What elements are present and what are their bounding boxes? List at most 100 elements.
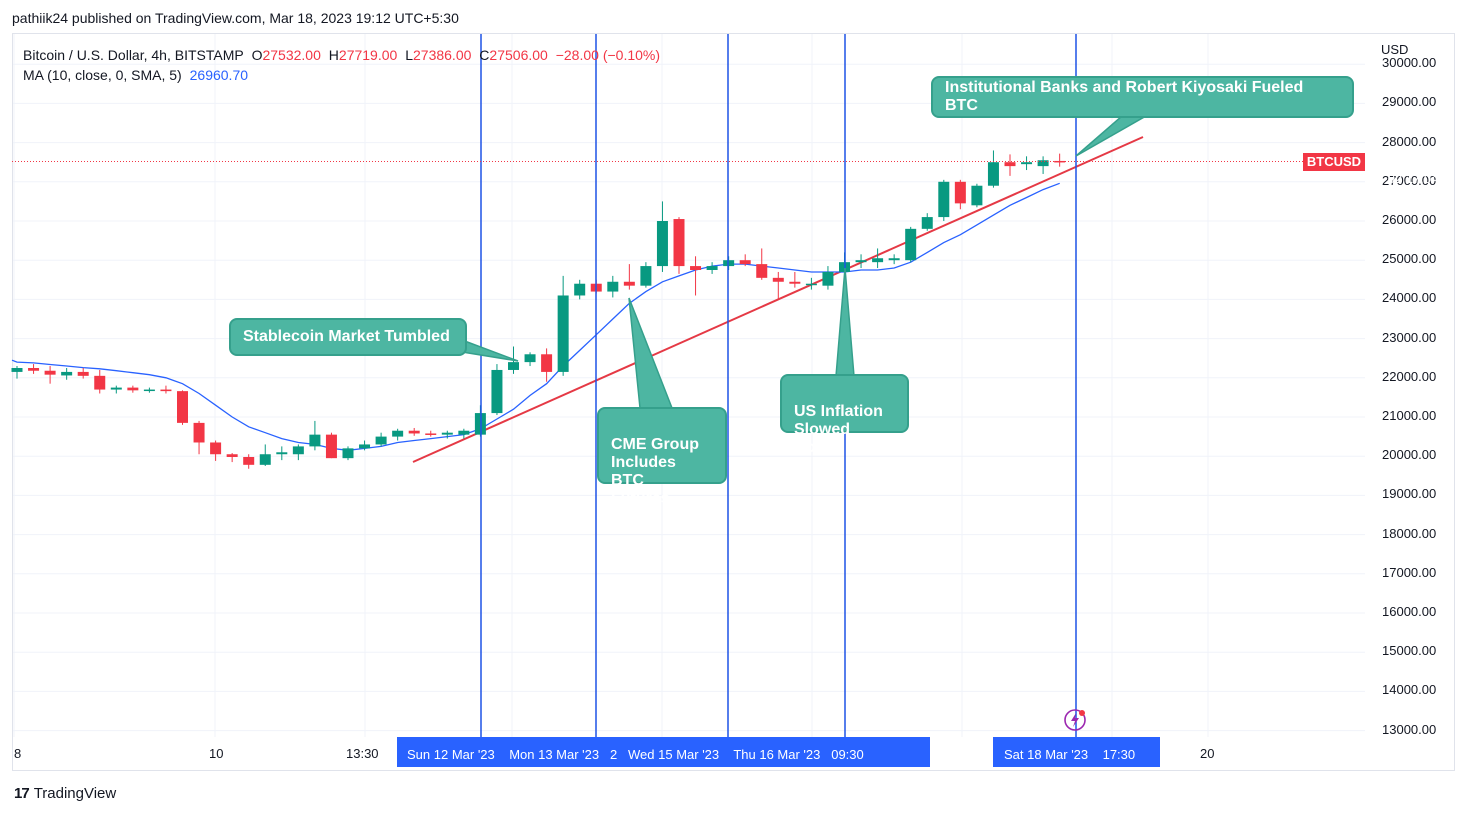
callout-inflation-text: US Inflation Slowed Down	[794, 403, 883, 456]
candle-body-up	[805, 283, 817, 286]
candle-body-down	[193, 422, 205, 443]
candle-body-down	[177, 391, 188, 423]
last-price-value: 27506.00	[1385, 154, 1441, 169]
legend-ma-label: MA (10, close, 0, SMA, 5)	[23, 67, 182, 83]
price-tick-label: 29000.00	[1382, 94, 1437, 110]
price-tick-label: 30000.00	[1382, 55, 1437, 71]
candle-body-down	[772, 277, 784, 282]
candle-body-up	[872, 258, 884, 263]
callout-institutional-text: Institutional Banks and Robert Kiyosaki …	[945, 79, 1304, 114]
time-tick-10: 10	[209, 746, 224, 761]
price-tick-label: 24000.00	[1382, 290, 1437, 306]
time-tick-8: 8	[14, 746, 22, 761]
price-tick-label: 14000.00	[1382, 682, 1437, 698]
price-tick-label: 26000.00	[1382, 212, 1437, 227]
chart-frame	[12, 33, 1455, 771]
callout-cme[interactable]: CME Group Includes BTC Futures	[597, 407, 727, 507]
candle-body-up	[143, 389, 155, 392]
candle-body-up	[607, 281, 619, 292]
currency-label[interactable]: USD	[1381, 42, 1409, 57]
candle-body-up	[706, 266, 718, 270]
time-range-label-right: Sat 18 Mar '23 17:30	[1004, 747, 1136, 762]
candle-body-up	[375, 436, 387, 445]
candle-body-down	[425, 433, 437, 435]
legend-close-value: 27506.00	[489, 47, 548, 63]
candle-body-up	[359, 444, 371, 449]
candle-body-down	[325, 434, 337, 459]
legend-ma-value: 26960.70	[189, 67, 249, 83]
price-tick-label: 19000.00	[1382, 486, 1437, 502]
candle-body-up	[656, 221, 668, 267]
candle-body-up	[11, 368, 23, 372]
candle-body-up	[557, 295, 569, 372]
lightning-icon[interactable]	[1063, 708, 1087, 732]
time-tick-20: 20	[1200, 746, 1215, 761]
price-tick-label: 27000.00	[1382, 172, 1437, 188]
callout-institutional[interactable]: Institutional Banks and Robert Kiyosaki …	[931, 76, 1354, 118]
time-range-highlight-left	[397, 737, 930, 767]
price-tick-label: 17000.00	[1382, 564, 1437, 580]
candle-body-up	[392, 430, 404, 437]
legend-open-label: O	[251, 47, 263, 63]
footer-brand[interactable]: 17 TradingView	[14, 785, 116, 802]
candle-body-down	[739, 260, 751, 265]
candle-body-down	[44, 370, 56, 375]
candle-body-down	[690, 266, 702, 270]
candle-body-up	[574, 283, 586, 296]
candle-body-up	[640, 266, 652, 286]
candle-body-up	[1021, 162, 1033, 165]
candle-body-up	[342, 448, 354, 459]
last-price-symbol: BTCUSD	[1303, 153, 1365, 171]
callout-cme-text: CME Group Includes BTC Futures	[611, 436, 699, 507]
candle-body-down	[541, 354, 553, 372]
trendline	[412, 136, 1144, 463]
candle-body-down	[28, 368, 40, 371]
candle-body-up	[971, 185, 983, 206]
price-tick-label: 18000.00	[1382, 525, 1437, 541]
price-tick-label: 16000.00	[1382, 604, 1437, 619]
candle-body-down	[94, 375, 106, 390]
callout-stablecoin[interactable]: Stablecoin Market Tumbled	[229, 318, 467, 356]
price-tick-label: 23000.00	[1382, 329, 1437, 345]
candle-body-up	[441, 432, 453, 435]
candle-body-down	[623, 281, 635, 286]
candle-body-down	[954, 181, 966, 204]
candle-body-down	[243, 456, 255, 465]
candle-body-down	[127, 387, 139, 391]
legend-high-value: 27719.00	[338, 47, 398, 63]
bar-countdown: 02:17:04	[1387, 171, 1439, 186]
legend-high-label: H	[328, 47, 339, 63]
candle-body-up	[921, 217, 933, 229]
chart-legend: Bitcoin / U.S. Dollar, 4h, BITSTAMP O275…	[23, 45, 664, 85]
candle-body-up	[276, 452, 288, 455]
candle-body-down	[77, 371, 89, 376]
candle-body-down	[673, 219, 685, 267]
candle-body-up	[508, 362, 519, 370]
candle-body-up	[110, 387, 122, 390]
candle-body-down	[756, 264, 768, 278]
legend-change: −28.00 (−0.10%)	[555, 47, 661, 63]
callout-stablecoin-text: Stablecoin Market Tumbled	[243, 328, 450, 345]
candle-body-up	[309, 434, 321, 447]
legend-low-label: L	[405, 47, 413, 63]
legend-close-label: C	[479, 47, 490, 63]
callout-pointer-cme	[628, 297, 674, 409]
price-tick-label: 25000.00	[1382, 251, 1437, 267]
price-tick-label: 20000.00	[1382, 447, 1437, 463]
price-tick-label: 22000.00	[1382, 368, 1437, 384]
price-tick-label: 28000.00	[1382, 133, 1437, 149]
price-tick-label: 15000.00	[1382, 643, 1437, 659]
callout-inflation[interactable]: US Inflation Slowed Down	[780, 374, 909, 456]
legend-low-value: 27386.00	[413, 47, 472, 63]
price-tick-label: 21000.00	[1382, 408, 1437, 423]
candle-body-up	[61, 371, 73, 376]
footer-brand-text: TradingView	[33, 785, 117, 802]
candle-body-up	[905, 228, 917, 261]
legend-open-value: 27532.00	[262, 47, 321, 63]
callout-pointer-stablecoin	[461, 338, 519, 362]
candle-body-down	[408, 430, 420, 434]
price-tick-label: 13000.00	[1382, 721, 1437, 737]
callout-pointer-inflation	[835, 267, 855, 377]
time-range-label-left: Sun 12 Mar '23 Mon 13 Mar '23 2 Wed 15 M…	[407, 747, 864, 762]
